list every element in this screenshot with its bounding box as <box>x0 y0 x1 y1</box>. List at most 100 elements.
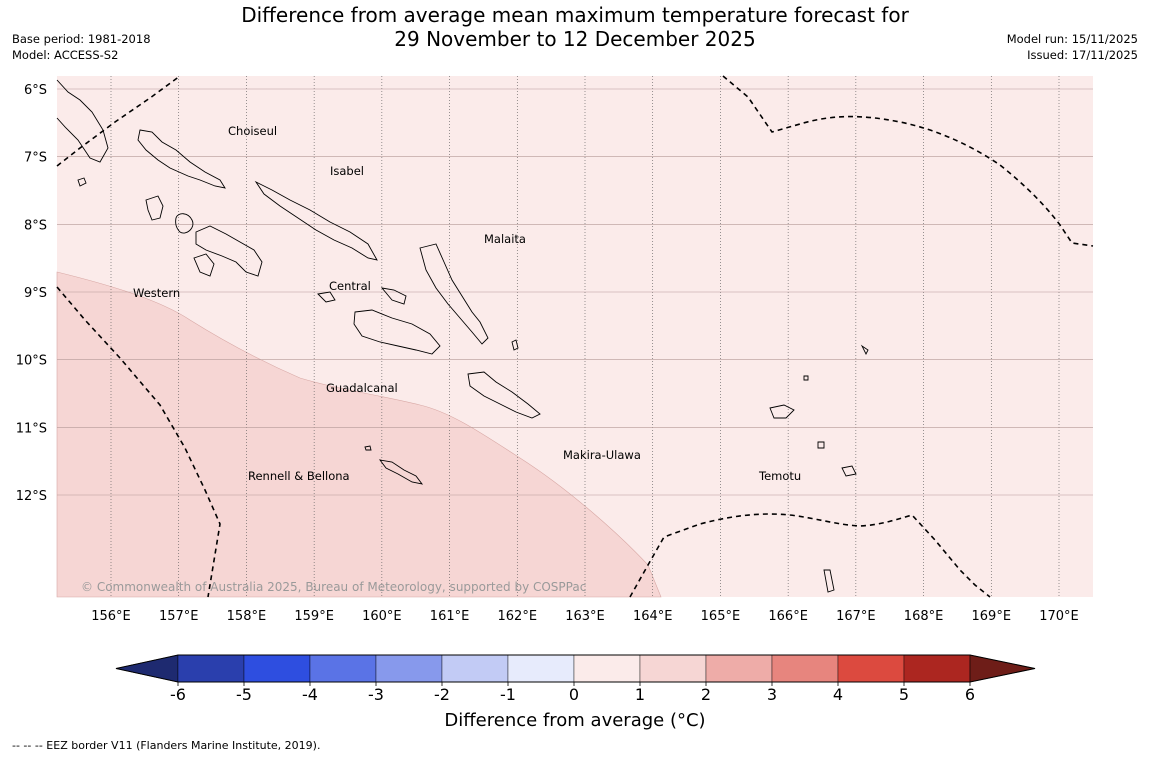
colorbar-tick-label: 1 <box>635 685 645 704</box>
label-temotu: Temotu <box>758 469 801 483</box>
lat-label: 8°S <box>24 218 47 233</box>
colorbar-tick-label: -2 <box>434 685 450 704</box>
island-new-georgia <box>175 213 194 234</box>
colorbar-tick-label: 5 <box>899 685 909 704</box>
colorbar-bin <box>375 654 443 683</box>
island-santa-cruz <box>769 404 795 419</box>
model-name: Model: ACCESS-S2 <box>12 48 119 62</box>
lon-label: 156°E <box>91 609 131 624</box>
island-temotu-small-2 <box>817 441 825 449</box>
colorbar-bin <box>441 654 509 683</box>
colorbar-bin <box>771 654 839 683</box>
title-line-2: 29 November to 12 December 2025 <box>394 27 756 51</box>
lat-label: 12°S <box>16 489 47 504</box>
island-guadalcanal <box>353 309 441 355</box>
lon-label: 158°E <box>227 609 267 624</box>
colorbar-bin <box>837 654 905 683</box>
colorbar-label: Difference from average (°C) <box>444 710 706 731</box>
island-makira <box>467 371 541 419</box>
island-malaita <box>419 243 489 345</box>
lon-label: 169°E <box>972 609 1012 624</box>
longitude-labels: 156°E 157°E 158°E 159°E 160°E 161°E 162°E 163°E… <box>91 609 1079 624</box>
lon-label: 162°E <box>498 609 538 624</box>
lat-label: 11°S <box>16 421 47 436</box>
islands <box>56 79 869 593</box>
label-western: Western <box>133 286 180 300</box>
colorbar-tick-label: -1 <box>500 685 516 704</box>
issued-date: Issued: 17/11/2025 <box>1027 48 1138 62</box>
lon-label: 163°E <box>565 609 605 624</box>
colorbar: -6 -5 -4 -3 -2 -1 0 1 2 3 4 5 6 <box>115 654 1036 704</box>
base-period: Base period: 1981-2018 <box>12 32 151 46</box>
label-central: Central <box>329 279 371 293</box>
eez-border-sw <box>56 286 221 598</box>
meta-left: Base period: 1981-2018 Model: ACCESS-S2 <box>12 31 151 63</box>
lon-label: 157°E <box>159 609 199 624</box>
eez-border-ne <box>722 75 1094 247</box>
gridlines <box>57 76 1093 597</box>
place-labels: Choiseul Isabel Malaita Western Central … <box>133 124 801 483</box>
lon-label: 160°E <box>362 609 402 624</box>
colorbar-bin <box>705 654 773 683</box>
eez-note: -- -- -- EEZ border V11 (Flanders Marine… <box>12 739 321 752</box>
lat-label: 10°S <box>16 354 47 369</box>
island-temotu-small-5 <box>860 344 869 356</box>
label-isabel: Isabel <box>330 164 364 178</box>
colorbar-bin <box>573 654 641 683</box>
island-central-2 <box>380 287 407 305</box>
island-bellona <box>364 445 372 451</box>
lon-label: 167°E <box>836 609 876 624</box>
colorbar-under-arrow <box>115 654 179 683</box>
island-small-malaita <box>511 339 519 351</box>
lon-label: 165°E <box>701 609 741 624</box>
lon-label: 159°E <box>294 609 334 624</box>
island-central-1 <box>317 291 336 303</box>
colorbar-tick-label: 3 <box>767 685 777 704</box>
lat-label: 9°S <box>24 286 47 301</box>
colorbar-over-arrow <box>969 654 1036 683</box>
colorbar-bin <box>309 654 377 683</box>
colorbar-tick-label: 4 <box>833 685 843 704</box>
lat-label: 7°S <box>24 151 47 166</box>
island-rennell <box>378 459 424 485</box>
colorbar-bin <box>639 654 707 683</box>
model-run: Model run: 15/11/2025 <box>1006 32 1138 46</box>
island-temotu-small-1 <box>841 465 857 477</box>
label-choiseul: Choiseul <box>228 124 277 138</box>
colorbar-tick-label: 2 <box>701 685 711 704</box>
latitude-labels: 6°S 7°S 8°S 9°S 10°S 11°S 12°S <box>16 83 47 504</box>
eez-borders <box>56 75 1094 598</box>
colorbar-bin <box>507 654 575 683</box>
island-bougainville <box>56 79 109 163</box>
island-western-group <box>195 225 263 277</box>
island-choiseul <box>137 129 226 189</box>
island-temotu-small-4 <box>803 375 809 381</box>
lon-label: 166°E <box>768 609 808 624</box>
label-rennell-bellona: Rennell & Bellona <box>248 469 350 483</box>
colorbar-bin <box>177 654 245 683</box>
lon-label: 170°E <box>1039 609 1079 624</box>
island-vella <box>193 253 215 277</box>
lon-label: 164°E <box>633 609 673 624</box>
title-line-1: Difference from average mean maximum tem… <box>241 3 909 27</box>
colorbar-tick-label: -3 <box>368 685 384 704</box>
colorbar-bin <box>243 654 311 683</box>
label-makira-ulawa: Makira-Ulawa <box>563 448 641 462</box>
copyright-text: © Commonwealth of Australia 2025, Bureau… <box>81 580 587 594</box>
colorbar-tick-label: -6 <box>170 685 186 704</box>
island-kolombangara <box>145 195 164 221</box>
colorbar-tick-label: 6 <box>965 685 975 704</box>
lat-label: 6°S <box>24 83 47 98</box>
label-guadalcanal: Guadalcanal <box>326 381 398 395</box>
island-temotu-small-3 <box>823 569 835 593</box>
label-malaita: Malaita <box>484 232 526 246</box>
colorbar-tick-label: -4 <box>302 685 318 704</box>
anomaly-region-1-2 <box>56 271 662 598</box>
lon-label: 168°E <box>904 609 944 624</box>
colorbar-tick-label: 0 <box>569 685 579 704</box>
colorbar-bin <box>903 654 971 683</box>
lon-label: 161°E <box>430 609 470 624</box>
eez-border-nw <box>56 75 181 167</box>
island-small-nw <box>77 177 87 187</box>
